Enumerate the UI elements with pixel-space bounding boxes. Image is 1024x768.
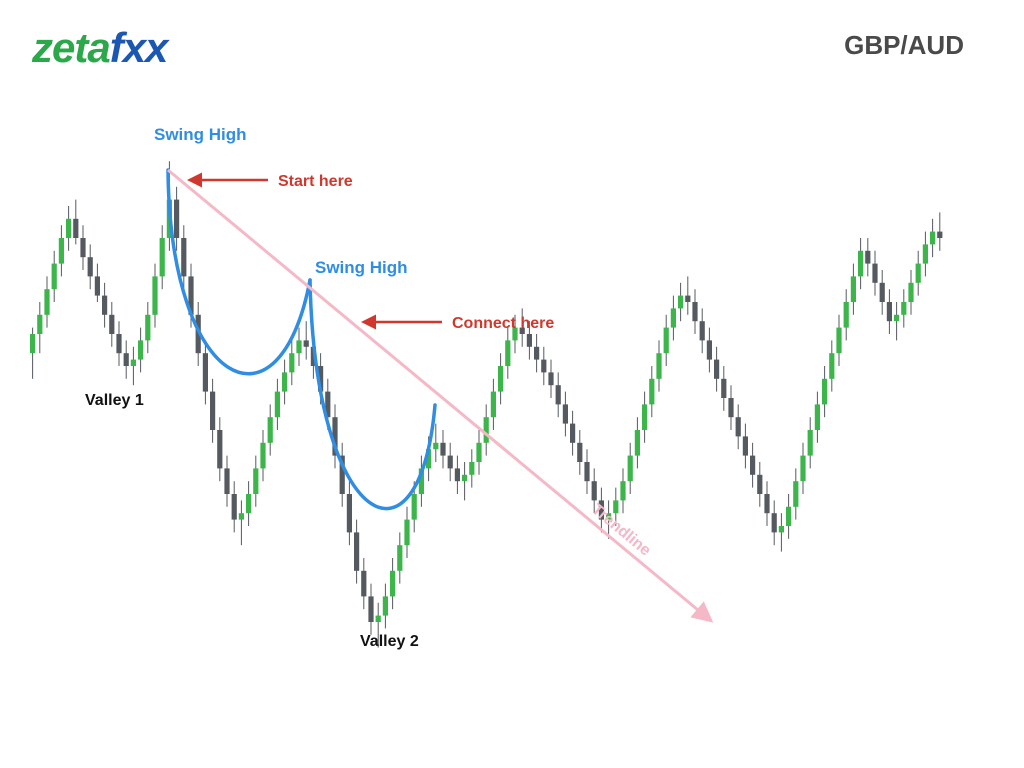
logo-part-b: fxx	[110, 24, 168, 71]
svg-text:Trendline: Trendline	[588, 501, 654, 560]
svg-text:Valley 1: Valley 1	[85, 392, 144, 409]
svg-text:Swing High: Swing High	[154, 125, 247, 144]
svg-text:Swing High: Swing High	[315, 258, 408, 277]
logo-part-a: zeta	[32, 24, 110, 71]
chart-svg: Trendline Start here Connect here Swing H…	[20, 110, 1004, 750]
svg-text:Valley 2: Valley 2	[360, 633, 419, 650]
brand-logo: zetafxx	[32, 24, 167, 72]
currency-pair-label: GBP/AUD	[844, 30, 964, 61]
svg-text:Connect here: Connect here	[452, 315, 554, 332]
candlestick-chart: Trendline Start here Connect here Swing H…	[20, 110, 1004, 750]
svg-text:Start here: Start here	[278, 173, 353, 190]
